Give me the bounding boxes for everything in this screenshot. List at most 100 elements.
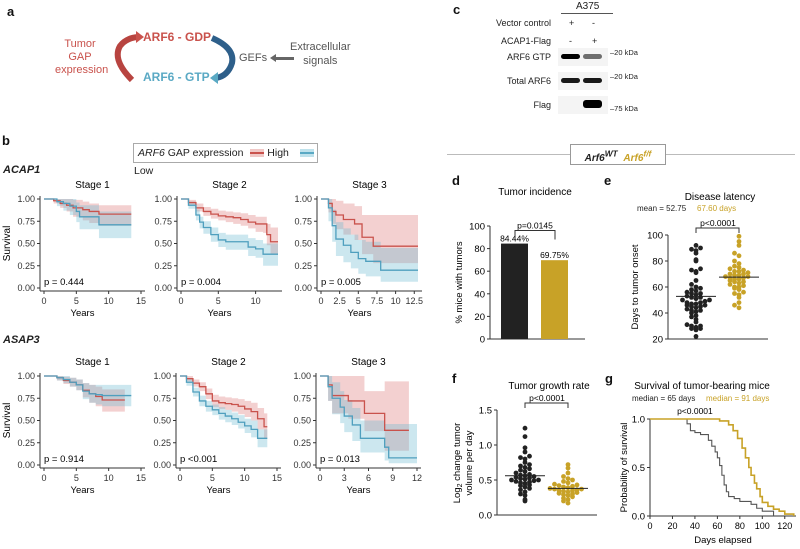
data-point-ff (736, 292, 742, 298)
ci-band-high (181, 199, 278, 255)
data-point-wt (531, 474, 537, 479)
data-point-wt (698, 285, 703, 291)
y-tick-label: 0.75 (17, 216, 35, 226)
data-point-ff (561, 474, 566, 479)
data-point-ff (565, 493, 571, 498)
chart-title: Tumor incidence (498, 187, 572, 198)
legend-ff-sup: f/f (643, 149, 652, 159)
y-tick-label: 0 (480, 335, 485, 346)
legend-wt-sup: WT (604, 149, 618, 159)
km-title: Stage 2 (211, 357, 246, 368)
gef-arrowhead-icon (210, 72, 218, 84)
data-point-ff (741, 271, 746, 277)
km-line-low (44, 198, 132, 226)
gap-expression-text: Tumor GAP expression (55, 38, 109, 77)
survival-line-wt (650, 418, 775, 516)
x-tick-label: 15 (272, 473, 282, 483)
data-point-ff (565, 476, 571, 481)
x-axis-label: Years (208, 308, 232, 319)
data-point-ff (723, 274, 728, 279)
data-point-ff (745, 274, 751, 279)
data-point-wt (518, 467, 523, 473)
gefs-label: GEFs (239, 52, 268, 64)
data-point-wt (689, 282, 694, 287)
legend-low-label: Low (134, 165, 154, 177)
data-point-wt (684, 306, 690, 312)
x-tick-label: 2.5 (333, 296, 346, 306)
y-tick-label: 0.25 (153, 438, 171, 448)
mean-ff-label: 67.60 days (697, 204, 737, 213)
data-point-ff (561, 488, 566, 494)
data-point-ff (556, 483, 562, 488)
data-point-wt (518, 476, 523, 481)
data-point-wt (536, 477, 541, 483)
x-tick-label: 0 (178, 296, 183, 306)
data-point-wt (522, 493, 528, 498)
data-point-wt (522, 481, 528, 486)
y-tick-label: 0.50 (17, 239, 35, 249)
signals-line-2: signals (303, 55, 338, 67)
legend-wt: Arf6WT (585, 149, 618, 164)
x-tick-label: 0 (317, 473, 322, 483)
gap-arrow-icon (114, 34, 139, 83)
ci-band-low (44, 199, 132, 239)
y-tick-label: 0.5 (479, 476, 492, 487)
y-tick-label: 40 (652, 309, 663, 320)
y-tick-label: 0.50 (154, 239, 172, 249)
significance-bracket (695, 227, 740, 233)
y-tick-label: 1.00 (154, 194, 172, 204)
data-point-wt (693, 284, 699, 290)
p-value-label: p<0.0001 (529, 393, 565, 403)
data-point-wt (689, 323, 694, 329)
tumor-bearing-survival-chart: Survival of tumor-bearing mice 0.0 0.5 1.0 0… (619, 381, 796, 546)
arf6-gtp-label: ARF6 - GTP (143, 70, 210, 84)
data-point-wt (522, 449, 528, 455)
blot-band (561, 78, 580, 83)
data-point-wt (680, 297, 685, 303)
data-point-ff (736, 233, 742, 239)
blot-name-label: Total ARF6 (506, 76, 551, 86)
y-tick-label: 40 (474, 289, 485, 300)
y-tick-label: 20 (652, 335, 663, 346)
data-point-ff (727, 266, 733, 272)
y-tick-label: 0.25 (294, 261, 312, 271)
gap-text-line-3: expression (55, 64, 109, 76)
gap-arrowhead-icon (136, 31, 144, 43)
data-point-wt (527, 466, 532, 472)
data-point-wt (522, 456, 528, 462)
km-plot-acap1-stage1: Stage 1 0.00 0.25 0.50 0.75 1.00 0 5 10 15 Years p … (2, 180, 146, 319)
data-point-wt (702, 302, 708, 308)
y-tick-label: 0.25 (154, 261, 172, 271)
y-axis-label: % mice with tumors (454, 241, 465, 324)
data-point-ff (741, 279, 746, 285)
ci-band-high (44, 376, 125, 412)
data-point-ff (736, 243, 742, 248)
data-point-ff (732, 302, 737, 308)
data-point-wt (522, 484, 528, 490)
x-tick-label: 12 (412, 473, 422, 483)
genotype-legend: Arf6WT Arf6f/f (570, 144, 666, 165)
data-point-ff (741, 267, 746, 273)
y-axis-label: Survival (2, 226, 13, 262)
data-point-wt (698, 291, 703, 296)
panel-label-e: e (604, 173, 612, 188)
y-tick-label: 0.25 (293, 438, 311, 448)
data-point-wt (693, 288, 699, 294)
divider-left (447, 154, 570, 155)
ci-band-low (320, 376, 417, 464)
data-point-wt (522, 489, 528, 495)
data-point-ff (736, 269, 742, 274)
y-axis-label: Log2 change tumor (452, 423, 464, 504)
data-point-ff (745, 270, 751, 276)
x-tick-label: 5 (216, 296, 221, 306)
data-point-wt (689, 246, 694, 252)
data-point-wt (689, 291, 694, 296)
data-point-ff (736, 300, 742, 305)
median-ff-label: median = 91 days (706, 394, 770, 403)
blot-band (561, 54, 580, 59)
km-plot-asap3-stage1: Stage 1 0.00 0.25 0.50 0.75 1.00 0 5 10 15 Years p … (2, 357, 146, 496)
chart-title: Tumor growth rate (508, 381, 590, 392)
data-point-ff (565, 470, 571, 476)
ci-band-low (181, 199, 278, 266)
data-point-wt (518, 455, 523, 460)
